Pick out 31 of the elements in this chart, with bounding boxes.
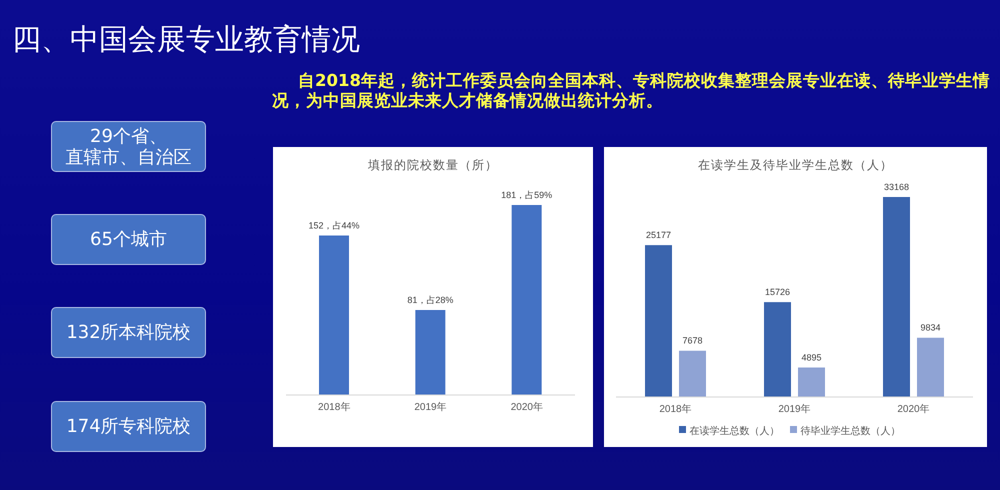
data-label: 4895 bbox=[801, 352, 822, 362]
data-label: 33168 bbox=[884, 182, 910, 192]
text: 29个省、直辖市、自治区 bbox=[64, 126, 192, 168]
x-tick-label: 2019年 bbox=[414, 401, 447, 414]
legend-label: 待毕业学生总数（人） bbox=[800, 426, 900, 437]
x-tick-label: 2018年 bbox=[318, 401, 350, 414]
x-tick-label: 2020年 bbox=[510, 401, 543, 414]
chart-title: 填报的院校数量（所） bbox=[367, 157, 499, 173]
data-label: 81，占28% bbox=[407, 294, 454, 305]
data-label: 9834 bbox=[920, 322, 941, 333]
bar bbox=[883, 197, 910, 397]
bar bbox=[679, 350, 706, 397]
data-label: 181，占59% bbox=[501, 190, 552, 200]
data-label: 15726 bbox=[764, 287, 790, 298]
text: 132所本科院校 bbox=[66, 322, 191, 343]
data-label: 7678 bbox=[682, 336, 703, 346]
text: 自2018年起，统计工作委员会向全国本科、专科院校收集整理会展专业在读、待毕业学生情况，为中国展览业未来人才储备情况做出统计分析。 bbox=[272, 71, 991, 111]
bar bbox=[764, 302, 791, 397]
text: 174所专科院校 bbox=[66, 416, 191, 437]
text: 65个城市 bbox=[90, 229, 167, 250]
legend-label: 在读学生总数（人） bbox=[690, 426, 780, 437]
x-tick-label: 2019年 bbox=[778, 403, 811, 416]
x-tick-label: 2018年 bbox=[659, 403, 692, 416]
bar bbox=[798, 367, 825, 397]
chart-title: 在读学生及待毕业学生总数（人） bbox=[697, 157, 894, 173]
x-tick-label: 2020年 bbox=[897, 403, 930, 416]
text: 四、中国会展专业教育情况 bbox=[12, 21, 360, 57]
data-label: 25177 bbox=[646, 230, 672, 240]
bar bbox=[645, 245, 672, 397]
bar bbox=[917, 338, 944, 397]
data-label: 152，占44% bbox=[308, 220, 360, 230]
